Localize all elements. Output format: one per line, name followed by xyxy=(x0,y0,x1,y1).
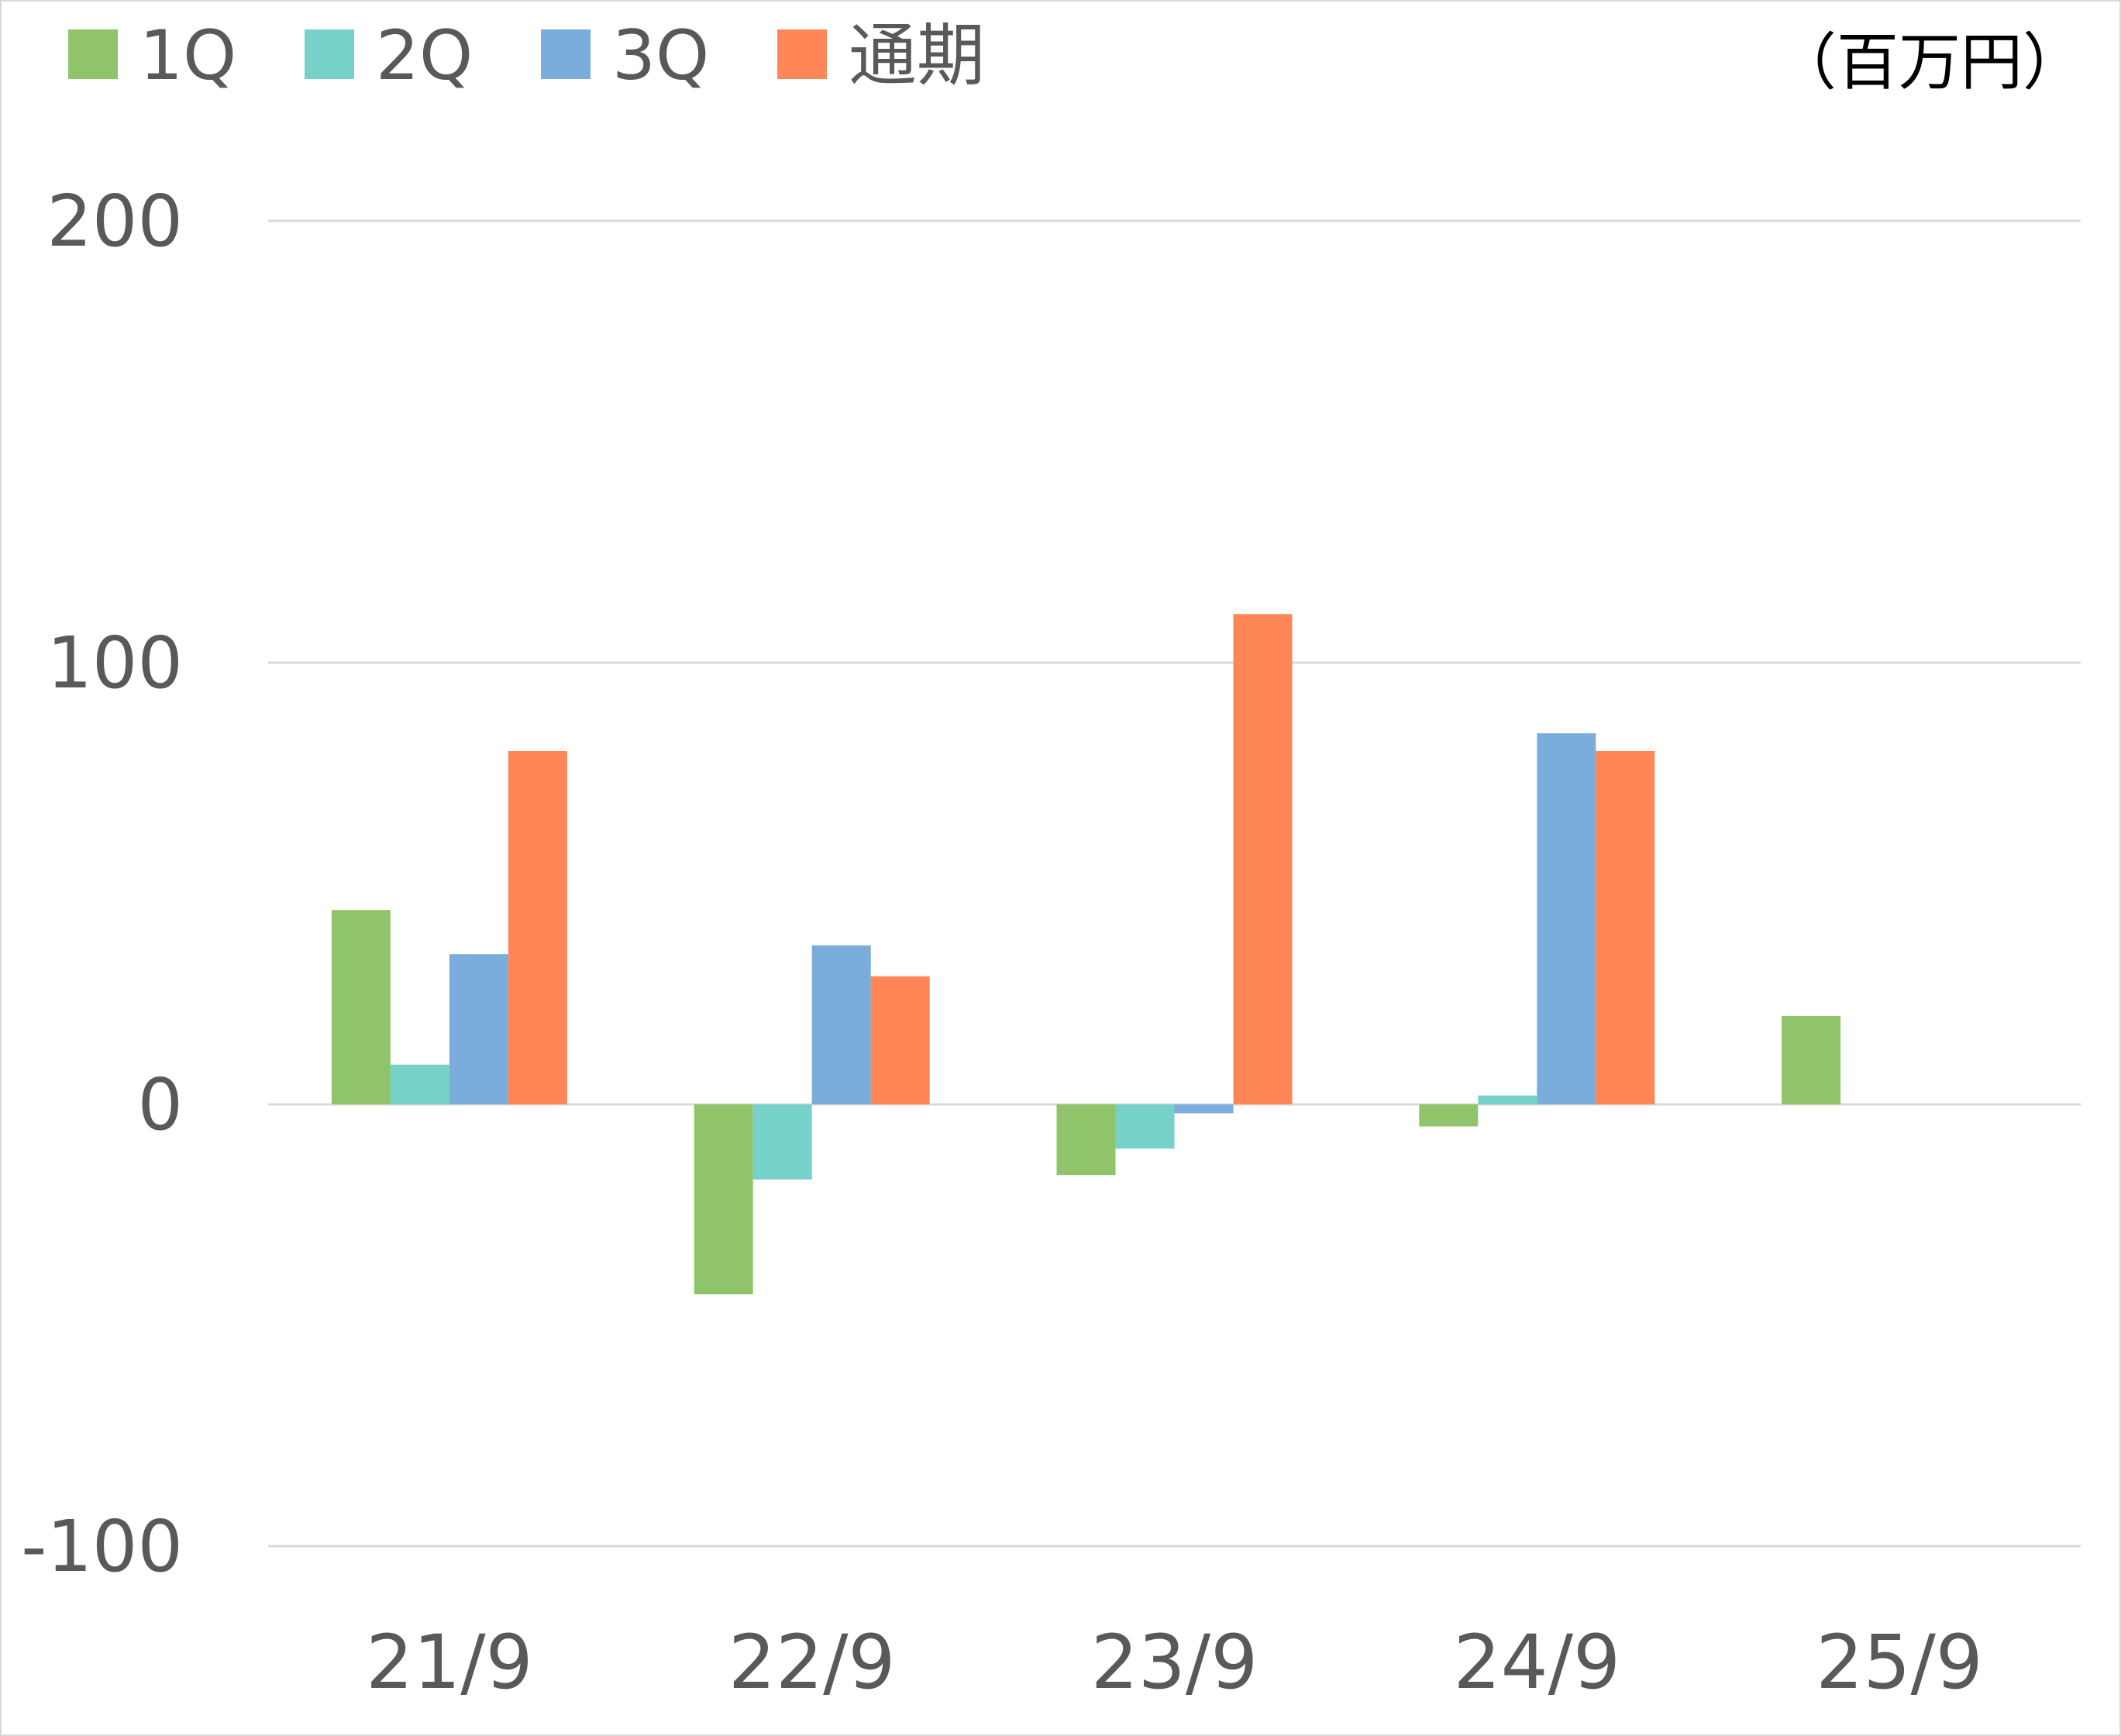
legend: 1Q 2Q 3Q 通期 xyxy=(68,16,985,95)
bar-通期-21/9 xyxy=(508,751,567,1104)
bars xyxy=(331,614,1841,1295)
bar-3Q-23/9 xyxy=(1174,1104,1234,1114)
bar-2Q-23/9 xyxy=(1115,1104,1175,1149)
y-tick-label: 100 xyxy=(46,622,183,704)
bar-1Q-21/9 xyxy=(331,910,391,1104)
y-axis-tick-labels: 200 100 0 -100 xyxy=(21,180,183,1588)
bar-1Q-24/9 xyxy=(1419,1104,1479,1127)
bar-3Q-22/9 xyxy=(811,945,871,1104)
x-axis-category-labels: 21/9 22/9 23/9 24/9 25/9 xyxy=(366,1619,1983,1706)
bar-1Q-23/9 xyxy=(1056,1104,1116,1176)
bar-2Q-21/9 xyxy=(390,1064,449,1104)
y-tick-label: 200 xyxy=(46,180,183,263)
y-tick-label: -100 xyxy=(21,1505,183,1588)
legend-swatch-2Q xyxy=(305,29,354,79)
x-category-label: 21/9 xyxy=(366,1619,533,1706)
legend-swatch-通期 xyxy=(777,29,827,79)
bar-通期-23/9 xyxy=(1233,614,1293,1104)
legend-label: 1Q xyxy=(139,16,236,95)
bar-通期-24/9 xyxy=(1596,751,1655,1104)
legend-label: 3Q xyxy=(612,16,709,95)
legend-label: 2Q xyxy=(376,16,473,95)
bar-2Q-22/9 xyxy=(752,1104,812,1180)
x-category-label: 22/9 xyxy=(728,1619,896,1706)
legend-swatch-3Q xyxy=(541,29,591,79)
unit-label: （百万円） xyxy=(1775,26,2085,98)
bar-1Q-25/9 xyxy=(1782,1016,1841,1104)
bar-2Q-24/9 xyxy=(1478,1095,1537,1104)
x-category-label: 23/9 xyxy=(1091,1619,1258,1706)
x-category-label: 25/9 xyxy=(1816,1619,1983,1706)
bar-3Q-24/9 xyxy=(1537,733,1596,1104)
legend-swatch-1Q xyxy=(68,29,118,79)
bar-3Q-21/9 xyxy=(449,954,508,1104)
legend-label: 通期 xyxy=(849,16,985,95)
bar-1Q-22/9 xyxy=(694,1104,753,1295)
y-tick-label: 0 xyxy=(137,1063,183,1146)
bar-通期-22/9 xyxy=(870,976,930,1104)
x-category-label: 24/9 xyxy=(1454,1619,1621,1706)
